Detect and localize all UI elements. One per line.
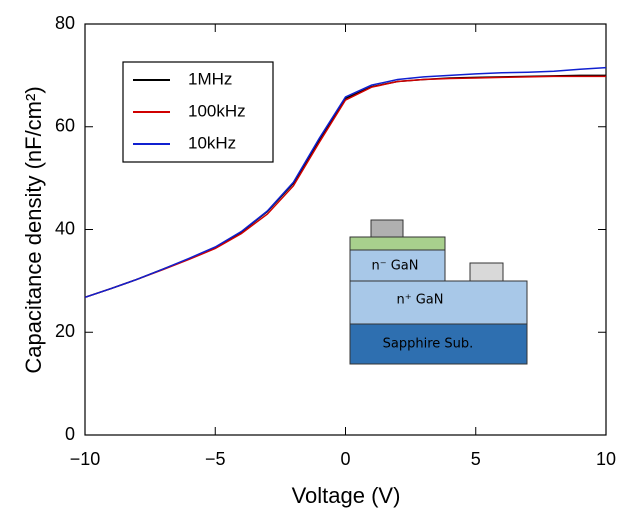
top-contact	[370, 219, 404, 238]
schottky-layer	[349, 236, 446, 251]
legend-label: 100kHz	[188, 101, 246, 120]
x-tick-label: −10	[70, 449, 101, 469]
ohmic-contact	[469, 262, 504, 282]
y-tick-label: 40	[55, 218, 75, 238]
annotation: n⁺ GaN	[397, 293, 444, 308]
x-tick-label: −5	[205, 449, 226, 469]
legend-label: 10kHz	[188, 133, 236, 152]
legend-label: 1MHz	[188, 69, 232, 88]
x-tick-label: 0	[340, 449, 350, 469]
annotation: n⁻ GaN	[372, 259, 419, 274]
y-tick-label: 0	[65, 424, 75, 444]
n-plus-layer	[349, 280, 528, 325]
data-line	[84, 66, 607, 299]
annotation: Sapphire Sub.	[383, 337, 474, 352]
y-axis-label: Capacitance density (nF/cm²)	[21, 86, 46, 373]
y-tick-label: 60	[55, 116, 75, 136]
y-tick-label: 80	[55, 13, 75, 33]
y-tick-label: 20	[55, 321, 75, 341]
inset-diagram: n⁻ GaN n⁺ GaN Sapphire Sub.	[349, 219, 528, 365]
x-axis-label: Voltage (V)	[292, 483, 401, 508]
x-tick-label: 10	[596, 449, 616, 469]
x-tick-label: 5	[471, 449, 481, 469]
